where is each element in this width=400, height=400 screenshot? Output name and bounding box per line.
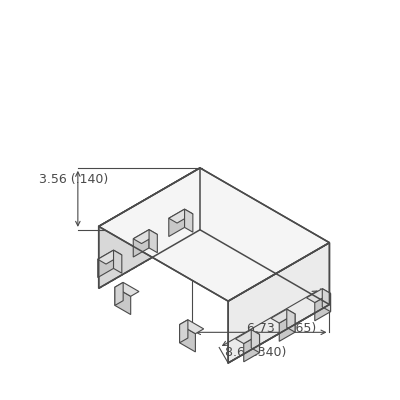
Polygon shape (287, 309, 295, 332)
Text: 3.56 (.140): 3.56 (.140) (39, 173, 108, 186)
Polygon shape (98, 250, 114, 278)
Polygon shape (115, 287, 131, 314)
Text: 8.6 (.340): 8.6 (.340) (225, 346, 286, 359)
Polygon shape (115, 282, 139, 296)
Polygon shape (251, 330, 260, 353)
Polygon shape (169, 209, 184, 236)
Polygon shape (180, 324, 196, 352)
Polygon shape (180, 320, 188, 343)
Polygon shape (133, 230, 157, 244)
Polygon shape (180, 320, 204, 334)
Polygon shape (279, 314, 295, 341)
Polygon shape (322, 289, 330, 312)
Polygon shape (133, 230, 149, 257)
Polygon shape (315, 294, 330, 321)
Polygon shape (184, 209, 193, 232)
Text: 6.73 (.265): 6.73 (.265) (247, 322, 316, 335)
Polygon shape (236, 330, 260, 344)
Polygon shape (149, 230, 157, 253)
Polygon shape (99, 168, 330, 301)
Polygon shape (115, 282, 123, 306)
Polygon shape (244, 334, 260, 362)
Polygon shape (99, 168, 200, 288)
Polygon shape (228, 243, 330, 363)
Polygon shape (98, 250, 122, 264)
Polygon shape (271, 309, 295, 323)
Polygon shape (306, 289, 330, 302)
Polygon shape (114, 250, 122, 273)
Polygon shape (169, 209, 193, 223)
